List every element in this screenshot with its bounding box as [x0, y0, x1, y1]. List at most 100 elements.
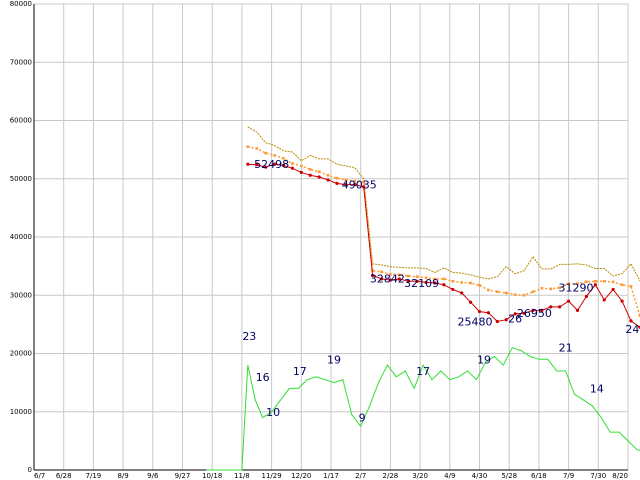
lower-series-point — [290, 166, 294, 170]
middle-series-point — [362, 180, 365, 184]
middle-series-point — [629, 285, 633, 288]
data-label: 25480 — [458, 316, 493, 329]
x-tick-label: 6/7 — [34, 472, 45, 480]
lower-series-point — [567, 299, 571, 303]
middle-series-point — [611, 280, 615, 284]
data-label: 32842 — [370, 273, 405, 286]
lower-series-point — [281, 163, 286, 167]
lower-series-point — [513, 312, 517, 316]
lower-series-point — [602, 298, 606, 302]
middle-series-point — [291, 162, 294, 165]
lower-series-point — [299, 170, 303, 174]
lower-series-point — [415, 279, 419, 283]
middle-series-point — [308, 168, 312, 171]
lower-series-point — [370, 273, 375, 278]
middle-series-point — [406, 274, 410, 278]
middle-series-point — [620, 283, 624, 287]
middle-series-point — [567, 282, 570, 285]
data-label: 16 — [256, 371, 270, 384]
middle-series-point — [558, 286, 561, 289]
lower-series-point — [442, 283, 446, 287]
x-tick-label: 11/29 — [262, 472, 282, 480]
lower-series-point — [246, 162, 250, 166]
middle-series-point — [496, 290, 499, 294]
middle-series-point — [255, 147, 259, 150]
x-tick-label: 11/8 — [234, 472, 250, 480]
lower-series-point — [620, 299, 624, 303]
middle-series-point — [540, 286, 544, 290]
x-tick-label: 2/7 — [355, 472, 366, 480]
axes — [33, 4, 628, 471]
lower-series-line — [247, 163, 640, 328]
middle-series-point — [451, 279, 455, 283]
count-series-line — [206, 347, 640, 471]
x-tick-label: 6/18 — [531, 472, 547, 480]
x-tick-label: 12/20 — [291, 472, 311, 480]
y-tick-label: 60000 — [10, 117, 32, 125]
middle-series-point — [380, 270, 383, 274]
y-tick-label: 70000 — [10, 58, 32, 66]
middle-series-point — [389, 272, 392, 276]
lower-series-point — [379, 277, 384, 281]
lower-series-point — [486, 311, 491, 315]
lower-series-point — [362, 185, 366, 189]
x-tick-label: 4/30 — [472, 472, 488, 480]
lower-series-point — [629, 319, 633, 323]
x-tick-label: 9/6 — [147, 472, 159, 480]
middle-series-point — [469, 281, 472, 285]
y-tick-label: 10000 — [10, 408, 32, 416]
x-tick-label: 4/9 — [444, 472, 455, 480]
middle-series-point — [433, 277, 437, 281]
lower-series-point — [593, 283, 597, 287]
lower-series-point — [504, 318, 508, 322]
x-tick-label: 8/9 — [117, 472, 128, 480]
lower-series-point — [255, 163, 259, 167]
lower-series-point — [549, 305, 553, 309]
data-label: 19 — [327, 353, 341, 366]
y-tick-label: 40000 — [10, 233, 32, 241]
middle-series-point — [424, 276, 428, 280]
middle-series-point — [317, 170, 321, 174]
middle-series-point — [344, 178, 348, 182]
data-label: 21 — [559, 342, 573, 355]
middle-series-point — [478, 284, 481, 287]
lower-series-point — [335, 181, 339, 186]
data-label: 26950 — [517, 307, 552, 320]
lower-series-point — [388, 278, 392, 282]
lower-series-point — [531, 308, 535, 312]
lower-series-point — [272, 162, 277, 166]
lower-series-point — [406, 279, 410, 283]
middle-series-point — [602, 279, 606, 283]
middle-series-point — [300, 164, 303, 168]
lower-series-point — [317, 175, 321, 179]
lower-series-point — [495, 319, 499, 324]
data-label: 24180 — [625, 323, 640, 336]
lower-series-point — [468, 300, 473, 304]
x-axis-ticks: 6/7 6/28 7/19 8/9 9/6 9/27 10/18 11/8 11/29 12/20… — [34, 472, 628, 480]
data-label: 17 — [293, 365, 307, 378]
x-tick-label: 3/20 — [412, 472, 428, 480]
y-tick-label: 80000 — [10, 0, 32, 8]
lower-series-point — [558, 305, 562, 309]
data-label: 10 — [266, 406, 280, 419]
data-label: 17 — [416, 365, 430, 378]
y-tick-label: 50000 — [10, 175, 32, 183]
data-label: 9 — [359, 412, 366, 425]
middle-series-point — [282, 157, 285, 160]
y-tick-label: 30000 — [10, 291, 32, 299]
middle-series-point — [415, 275, 419, 278]
x-tick-label: 7/19 — [86, 472, 102, 480]
middle-series-point — [638, 314, 640, 317]
middle-series-point — [335, 176, 339, 180]
upper-series-line — [247, 126, 640, 282]
grid-lines — [33, 3, 629, 471]
x-tick-label: 2/28 — [383, 472, 399, 480]
middle-series-point — [264, 151, 267, 155]
lower-series-point — [344, 182, 348, 187]
lower-series-point — [451, 287, 455, 292]
data-label: 26 — [508, 313, 522, 326]
lower-series-point — [353, 182, 357, 187]
middle-series-point — [585, 280, 588, 284]
